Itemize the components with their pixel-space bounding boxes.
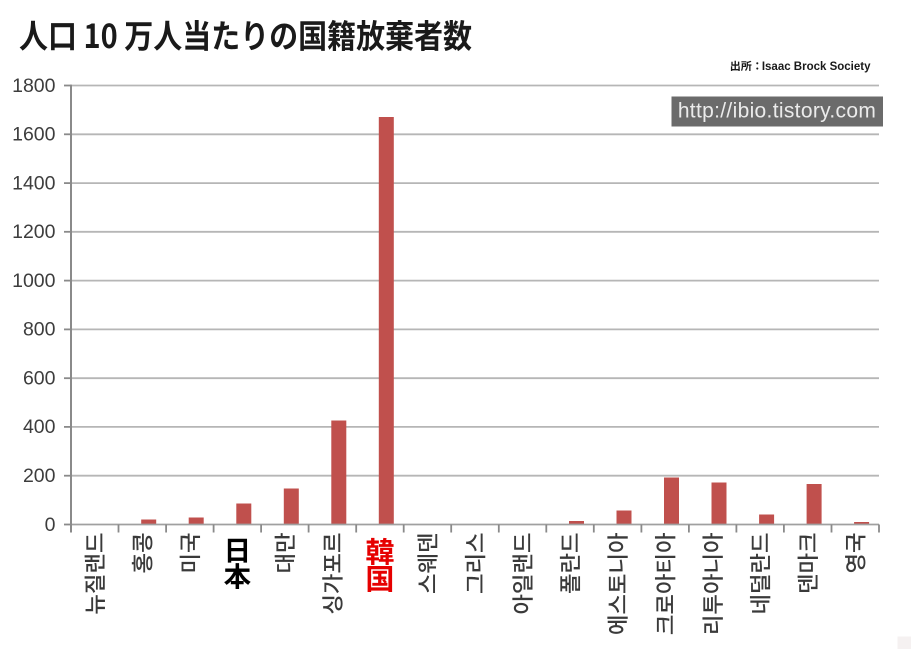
svg-text:400: 400 xyxy=(23,416,56,438)
svg-text:600: 600 xyxy=(23,368,56,390)
svg-text:http://ibio.tistory.com: http://ibio.tistory.com xyxy=(678,100,876,123)
svg-text:1800: 1800 xyxy=(12,75,56,97)
svg-text:800: 800 xyxy=(23,319,56,341)
svg-text:Isaac Brock Society: Isaac Brock Society xyxy=(762,61,871,73)
svg-text:200: 200 xyxy=(23,465,56,487)
svg-text:1400: 1400 xyxy=(12,172,56,194)
svg-text:1000: 1000 xyxy=(12,270,56,292)
svg-text:1600: 1600 xyxy=(12,124,56,146)
svg-text:0: 0 xyxy=(45,514,56,536)
svg-text:1200: 1200 xyxy=(12,221,56,243)
